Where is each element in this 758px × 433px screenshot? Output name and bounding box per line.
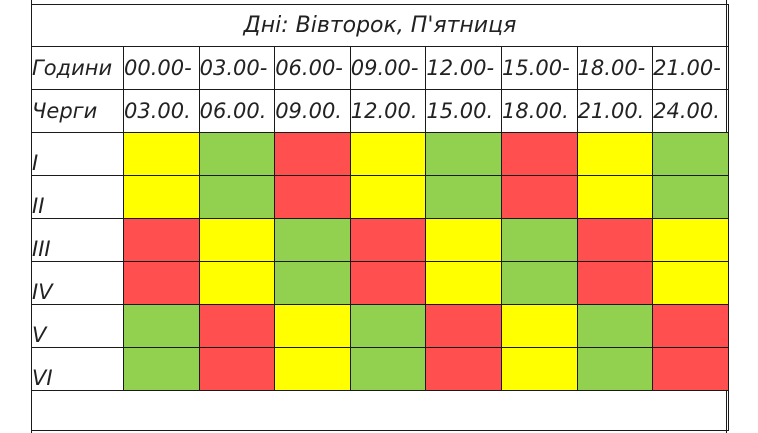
schedule-cell-yellow bbox=[652, 261, 729, 305]
schedule-cell-yellow bbox=[274, 347, 351, 391]
slot-start-5: 15.00- bbox=[500, 46, 578, 90]
schedule-cell-red bbox=[274, 132, 351, 176]
schedule-cell-red bbox=[349, 218, 427, 262]
slot-start-6: 18.00- bbox=[576, 46, 654, 90]
schedule-cell-yellow bbox=[576, 175, 654, 219]
group-label: III bbox=[31, 218, 124, 262]
slot-start-3: 09.00- bbox=[349, 46, 427, 90]
schedule-cell-red bbox=[576, 261, 654, 305]
slot-end-4: 15.00. bbox=[425, 89, 502, 133]
group-label: V bbox=[31, 304, 124, 348]
group-label: I bbox=[31, 132, 124, 176]
schedule-cell-red bbox=[123, 261, 200, 305]
schedule-cell-green bbox=[425, 132, 502, 176]
schedule-cell-red bbox=[198, 304, 276, 348]
schedule-cell-yellow bbox=[198, 218, 276, 262]
schedule-cell-red bbox=[500, 132, 578, 176]
schedule-cell-yellow bbox=[349, 175, 427, 219]
slot-end-3: 12.00. bbox=[349, 89, 427, 133]
title-row: Дні: Вівторок, П'ятниця bbox=[31, 4, 729, 47]
group-row: VI bbox=[31, 347, 729, 391]
slot-start-4: 12.00- bbox=[425, 46, 502, 90]
slot-end-2: 09.00. bbox=[274, 89, 351, 133]
schedule-cell-yellow bbox=[576, 132, 654, 176]
schedule-cell-green bbox=[349, 347, 427, 391]
schedule-cell-yellow bbox=[425, 261, 502, 305]
groups-label: Черги bbox=[31, 89, 124, 133]
group-row: IV bbox=[31, 261, 729, 305]
schedule-cell-red bbox=[349, 261, 427, 305]
slot-start-1: 03.00- bbox=[198, 46, 276, 90]
days-title: Дні: Вівторок, П'ятниця bbox=[31, 4, 729, 47]
schedule-cell-green bbox=[500, 261, 578, 305]
schedule-cell-yellow bbox=[198, 261, 276, 305]
schedule-cell-green bbox=[652, 132, 729, 176]
group-label: II bbox=[31, 175, 124, 219]
schedule-cell-green bbox=[652, 175, 729, 219]
slot-start-7: 21.00- bbox=[652, 46, 729, 90]
schedule-cell-yellow bbox=[123, 175, 200, 219]
groups-header-row: Черги 03.00. 06.00. 09.00. 12.00. 15.00. 18.0… bbox=[31, 89, 729, 133]
schedule-cell-yellow bbox=[274, 304, 351, 348]
hours-header-row: Години 00.00- 03.00- 06.00- 09.00- 12.00- 15.… bbox=[31, 46, 729, 90]
slot-start-2: 06.00- bbox=[274, 46, 351, 90]
schedule-cell-yellow bbox=[123, 132, 200, 176]
group-label: VI bbox=[31, 347, 124, 391]
empty-footer-cell bbox=[31, 390, 729, 431]
schedule-cell-green bbox=[576, 304, 654, 348]
group-label: IV bbox=[31, 261, 124, 305]
schedule-cell-green bbox=[123, 304, 200, 348]
schedule-cell-green bbox=[274, 261, 351, 305]
slot-end-1: 06.00. bbox=[198, 89, 276, 133]
schedule-cell-green bbox=[500, 218, 578, 262]
schedule-cell-yellow bbox=[500, 304, 578, 348]
schedule-cell-red bbox=[123, 218, 200, 262]
schedule-cell-yellow bbox=[425, 218, 502, 262]
group-row: V bbox=[31, 304, 729, 348]
slot-end-6: 21.00. bbox=[576, 89, 654, 133]
slot-end-0: 03.00. bbox=[123, 89, 200, 133]
schedule-cell-green bbox=[274, 218, 351, 262]
schedule-cell-red bbox=[652, 304, 729, 348]
schedule-cell-green bbox=[198, 175, 276, 219]
schedule-cell-yellow bbox=[652, 218, 729, 262]
schedule-cell-yellow bbox=[500, 347, 578, 391]
slot-end-5: 18.00. bbox=[500, 89, 578, 133]
group-row: I bbox=[31, 132, 729, 176]
group-row: II bbox=[31, 175, 729, 219]
schedule-cell-green bbox=[349, 304, 427, 348]
slot-end-7: 24.00. bbox=[652, 89, 729, 133]
schedule-cell-red bbox=[274, 175, 351, 219]
schedule-cell-green bbox=[425, 175, 502, 219]
schedule-cell-yellow bbox=[349, 132, 427, 176]
group-row: III bbox=[31, 218, 729, 262]
hours-label: Години bbox=[31, 46, 124, 90]
schedule-cell-green bbox=[576, 347, 654, 391]
schedule-cell-red bbox=[425, 304, 502, 348]
schedule-cell-green bbox=[198, 132, 276, 176]
schedule-cell-red bbox=[425, 347, 502, 391]
schedule-cell-red bbox=[500, 175, 578, 219]
schedule-cell-red bbox=[576, 218, 654, 262]
schedule-cell-red bbox=[198, 347, 276, 391]
schedule-cell-red bbox=[652, 347, 729, 391]
empty-footer-row bbox=[31, 390, 729, 431]
slot-start-0: 00.00- bbox=[123, 46, 200, 90]
outage-schedule-table: Дні: Вівторок, П'ятниця Години 00.00- 03.… bbox=[31, 4, 729, 431]
schedule-cell-green bbox=[123, 347, 200, 391]
